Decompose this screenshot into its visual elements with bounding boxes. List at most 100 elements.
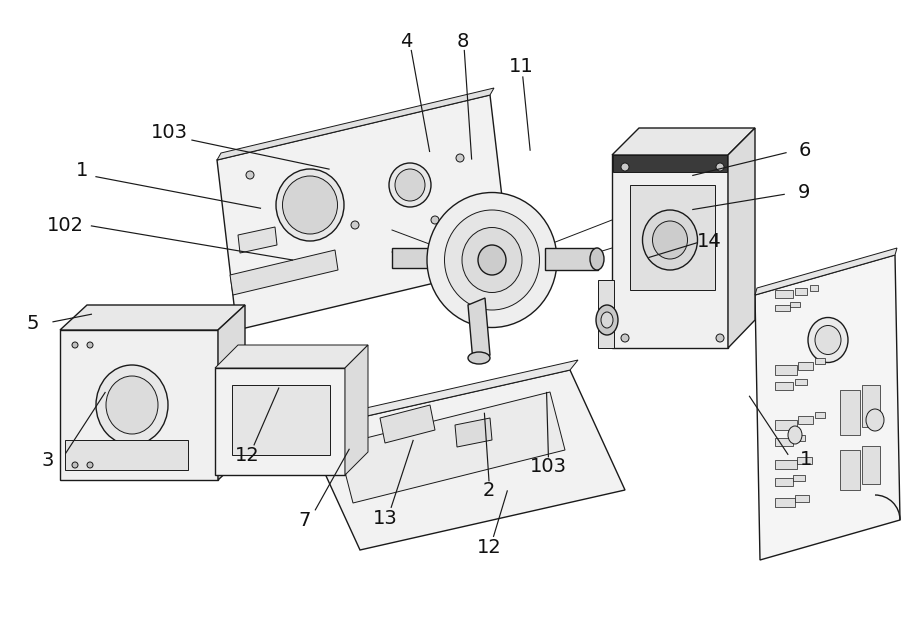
Polygon shape xyxy=(612,128,755,155)
Ellipse shape xyxy=(643,210,697,270)
Text: 8: 8 xyxy=(456,32,469,50)
Text: 5: 5 xyxy=(27,314,39,333)
Polygon shape xyxy=(775,460,797,469)
Polygon shape xyxy=(392,248,440,268)
Ellipse shape xyxy=(653,221,687,259)
Polygon shape xyxy=(798,362,813,370)
Polygon shape xyxy=(795,288,807,295)
Ellipse shape xyxy=(395,169,425,201)
Ellipse shape xyxy=(72,342,78,348)
Text: 2: 2 xyxy=(483,481,495,500)
Text: 11: 11 xyxy=(508,57,534,76)
Polygon shape xyxy=(775,365,797,375)
Polygon shape xyxy=(728,128,755,348)
Text: 12: 12 xyxy=(476,538,502,557)
Polygon shape xyxy=(775,290,793,298)
Ellipse shape xyxy=(276,169,344,241)
Text: 13: 13 xyxy=(373,509,399,528)
Polygon shape xyxy=(815,358,825,364)
Ellipse shape xyxy=(389,163,431,207)
Polygon shape xyxy=(775,420,797,430)
Text: 4: 4 xyxy=(400,32,413,50)
Polygon shape xyxy=(380,405,435,443)
Polygon shape xyxy=(775,438,793,446)
Polygon shape xyxy=(798,416,813,424)
Polygon shape xyxy=(810,285,818,291)
Ellipse shape xyxy=(596,305,618,335)
Polygon shape xyxy=(215,368,345,475)
Text: 12: 12 xyxy=(234,446,260,465)
Ellipse shape xyxy=(96,365,168,445)
Polygon shape xyxy=(217,88,494,160)
Ellipse shape xyxy=(246,171,254,179)
Text: 103: 103 xyxy=(530,457,567,476)
Polygon shape xyxy=(238,227,277,253)
Ellipse shape xyxy=(462,228,522,293)
Polygon shape xyxy=(775,382,793,390)
Ellipse shape xyxy=(87,462,93,468)
Ellipse shape xyxy=(716,334,724,342)
Ellipse shape xyxy=(87,342,93,348)
Ellipse shape xyxy=(468,352,490,364)
Ellipse shape xyxy=(456,154,464,162)
Polygon shape xyxy=(612,155,728,348)
Ellipse shape xyxy=(478,245,506,275)
Polygon shape xyxy=(862,446,880,484)
Ellipse shape xyxy=(716,163,724,171)
Ellipse shape xyxy=(427,192,557,327)
Polygon shape xyxy=(862,385,880,427)
Ellipse shape xyxy=(431,216,439,224)
Polygon shape xyxy=(545,248,598,270)
Polygon shape xyxy=(305,360,578,430)
Ellipse shape xyxy=(282,176,337,234)
Polygon shape xyxy=(345,345,368,475)
Polygon shape xyxy=(630,185,715,290)
Text: 1: 1 xyxy=(800,450,813,469)
Ellipse shape xyxy=(351,221,359,229)
Polygon shape xyxy=(755,255,900,560)
Polygon shape xyxy=(305,370,625,550)
Polygon shape xyxy=(775,478,793,486)
Ellipse shape xyxy=(788,426,802,444)
Polygon shape xyxy=(793,475,805,481)
Polygon shape xyxy=(793,435,805,441)
Polygon shape xyxy=(797,457,812,464)
Polygon shape xyxy=(60,305,245,330)
Polygon shape xyxy=(840,390,860,435)
Ellipse shape xyxy=(621,163,629,171)
Ellipse shape xyxy=(621,334,629,342)
Ellipse shape xyxy=(72,462,78,468)
Polygon shape xyxy=(468,298,490,362)
Polygon shape xyxy=(217,95,510,330)
Text: 7: 7 xyxy=(298,511,311,530)
Polygon shape xyxy=(840,450,860,490)
Ellipse shape xyxy=(601,312,613,328)
Polygon shape xyxy=(613,155,727,172)
Ellipse shape xyxy=(808,317,848,362)
Ellipse shape xyxy=(106,376,158,434)
Ellipse shape xyxy=(590,248,604,270)
Text: 6: 6 xyxy=(798,141,811,160)
Ellipse shape xyxy=(815,326,841,355)
Polygon shape xyxy=(218,305,245,480)
Polygon shape xyxy=(598,280,614,348)
Polygon shape xyxy=(455,418,492,447)
Polygon shape xyxy=(795,379,807,385)
Text: 14: 14 xyxy=(696,232,722,251)
Polygon shape xyxy=(65,440,188,470)
Polygon shape xyxy=(775,305,790,311)
Polygon shape xyxy=(338,392,565,503)
Text: 1: 1 xyxy=(76,161,89,180)
Text: 3: 3 xyxy=(41,451,54,470)
Text: 9: 9 xyxy=(798,183,811,202)
Polygon shape xyxy=(795,495,809,502)
Polygon shape xyxy=(815,412,825,418)
Ellipse shape xyxy=(444,210,539,310)
Ellipse shape xyxy=(866,409,884,431)
Polygon shape xyxy=(60,330,218,480)
Text: 102: 102 xyxy=(48,216,84,235)
Polygon shape xyxy=(790,302,800,307)
Polygon shape xyxy=(232,385,330,455)
Text: 103: 103 xyxy=(151,123,187,142)
Polygon shape xyxy=(230,250,338,295)
